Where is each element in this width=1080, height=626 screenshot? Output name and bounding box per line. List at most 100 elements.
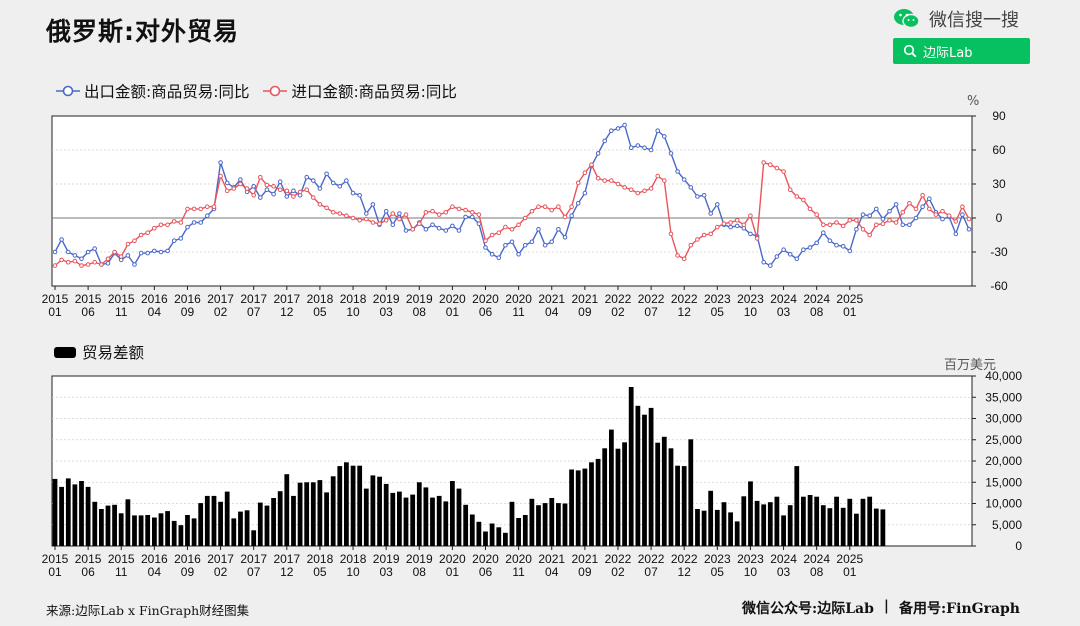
point-export [357, 193, 363, 198]
bar-balance [661, 436, 667, 546]
point-export [370, 202, 376, 207]
point-export [715, 202, 720, 207]
bar-x-tick-year: 2016 [174, 552, 201, 566]
point-export [953, 231, 959, 237]
point-import [370, 220, 376, 225]
bar-x-tick-month: 02 [611, 565, 625, 579]
point-export [72, 253, 78, 258]
page-title: 俄罗斯:对外贸易 [46, 17, 239, 46]
point-export [668, 151, 674, 156]
bar-x-tick-month: 07 [247, 565, 261, 579]
bar-balance [562, 503, 568, 546]
bar-balance [860, 498, 866, 546]
bar-balance [92, 501, 98, 546]
line-x-tick-year: 2015 [42, 292, 69, 306]
point-import [847, 218, 853, 223]
bar-balance [854, 513, 859, 546]
point-import [463, 207, 468, 213]
point-import [602, 178, 608, 183]
point-export [476, 221, 482, 226]
point-import [165, 222, 170, 228]
bar-balance [741, 496, 747, 546]
point-import [198, 206, 203, 212]
point-import [364, 216, 369, 222]
point-import [880, 221, 886, 226]
point-import [840, 223, 846, 229]
point-import [701, 232, 707, 238]
legend-marker-export [56, 85, 80, 97]
point-import [622, 185, 627, 190]
bar-balance [628, 387, 634, 546]
bar-x-tick-month: 04 [545, 565, 559, 579]
bar-x-tick-month: 11 [115, 565, 128, 579]
point-export [390, 222, 396, 228]
bar-y-tick-label: 35,000 [985, 390, 1022, 404]
bar-balance [324, 492, 329, 546]
bar-balance [516, 518, 521, 546]
point-import [357, 218, 363, 223]
line-y-tick-label: -60 [990, 279, 1008, 293]
point-import [549, 207, 555, 213]
bar-x-tick-month: 06 [479, 565, 493, 579]
point-export [907, 222, 912, 228]
point-export [483, 245, 488, 250]
point-export [436, 225, 442, 231]
point-export [145, 250, 150, 256]
bar-x-tick-month: 04 [148, 565, 162, 579]
point-export [264, 187, 270, 192]
line-y-tick-label: 90 [992, 109, 1006, 123]
bar-balance [635, 405, 641, 547]
point-import [927, 206, 932, 212]
bar-balance [536, 505, 541, 546]
point-import [171, 219, 177, 224]
point-export [509, 239, 515, 245]
bar-balance [589, 462, 594, 546]
point-export [648, 147, 654, 153]
point-import [907, 201, 912, 206]
bar-balance [708, 490, 714, 547]
bar-balance [72, 484, 78, 546]
bar-y-tick-label: 0 [1015, 539, 1022, 553]
point-export [734, 223, 740, 229]
point-import [562, 214, 568, 220]
bar-balance [118, 513, 124, 546]
point-import [297, 189, 303, 195]
point-import [768, 162, 773, 167]
point-import [516, 222, 521, 228]
point-import [158, 222, 164, 228]
line-x-tick-year: 2017 [273, 292, 300, 306]
point-import [344, 213, 349, 218]
point-export [867, 213, 873, 218]
line-x-tick-year: 2020 [439, 292, 466, 306]
line-x-tick-year: 2025 [836, 292, 863, 306]
point-import [291, 194, 296, 199]
bar-balance [330, 476, 336, 546]
bar-balance [171, 520, 177, 546]
bar-balance [251, 530, 257, 546]
bar-x-tick-month: 01 [48, 565, 62, 579]
bar-balance [767, 502, 773, 546]
bar-balance [489, 523, 495, 546]
point-import [655, 173, 661, 179]
bar-balance [383, 483, 389, 546]
point-export [191, 220, 197, 225]
line-x-tick-month: 01 [446, 305, 460, 319]
line-x-tick-year: 2015 [75, 292, 102, 306]
point-import [821, 222, 826, 228]
bar-x-tick-month: 09 [578, 565, 592, 579]
point-import [503, 224, 508, 230]
point-export [65, 249, 71, 255]
bar-balance [668, 448, 674, 547]
bar-x-tick-year: 2020 [505, 552, 532, 566]
bar-balance [397, 491, 402, 546]
point-import [748, 213, 753, 218]
bar-x-tick-year: 2023 [704, 552, 731, 566]
bar-balance [112, 504, 117, 546]
point-export [85, 249, 91, 255]
bar-balance [814, 496, 820, 546]
point-export [542, 242, 548, 248]
point-export [635, 143, 641, 148]
search-button[interactable]: 边际Lab [893, 38, 1030, 64]
point-import [125, 241, 131, 247]
bar-x-tick-month: 10 [744, 565, 758, 579]
